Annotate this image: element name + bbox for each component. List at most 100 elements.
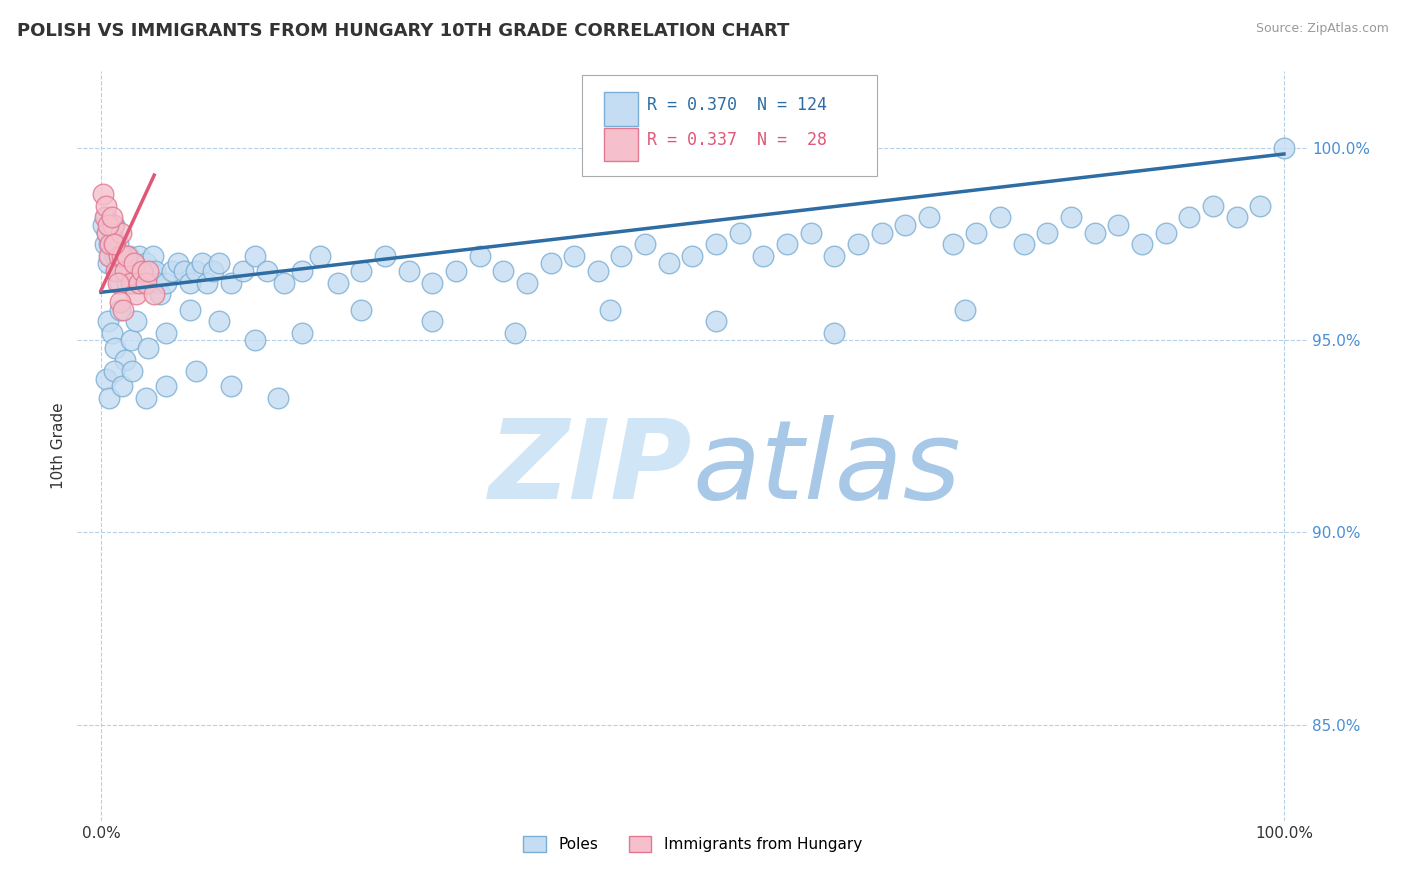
Point bbox=[104, 249, 127, 263]
Legend: Poles, Immigrants from Hungary: Poles, Immigrants from Hungary bbox=[517, 830, 868, 858]
Point bbox=[96, 226, 118, 240]
Point bbox=[243, 249, 266, 263]
Point bbox=[111, 379, 134, 393]
Point bbox=[503, 326, 526, 340]
Point bbox=[97, 256, 120, 270]
Point bbox=[100, 249, 122, 263]
Point bbox=[115, 276, 138, 290]
Point bbox=[202, 264, 225, 278]
Point bbox=[184, 264, 207, 278]
Point bbox=[658, 256, 681, 270]
Point bbox=[540, 256, 562, 270]
Text: R = 0.370  N = 124: R = 0.370 N = 124 bbox=[647, 96, 827, 114]
Point bbox=[101, 237, 124, 252]
Point bbox=[121, 364, 143, 378]
Point bbox=[179, 302, 201, 317]
Point bbox=[1272, 141, 1295, 155]
Point bbox=[112, 302, 135, 317]
Point bbox=[160, 264, 183, 278]
Point bbox=[1202, 199, 1225, 213]
Point bbox=[155, 276, 177, 290]
Point bbox=[610, 249, 633, 263]
FancyBboxPatch shape bbox=[605, 93, 638, 126]
Point bbox=[107, 237, 129, 252]
Point bbox=[953, 302, 976, 317]
Point bbox=[704, 237, 727, 252]
Point bbox=[208, 314, 231, 328]
Text: POLISH VS IMMIGRANTS FROM HUNGARY 10TH GRADE CORRELATION CHART: POLISH VS IMMIGRANTS FROM HUNGARY 10TH G… bbox=[17, 22, 789, 40]
Point bbox=[420, 276, 443, 290]
Point bbox=[728, 226, 751, 240]
Point bbox=[267, 391, 290, 405]
Point bbox=[420, 314, 443, 328]
Point bbox=[100, 226, 122, 240]
Point bbox=[634, 237, 657, 252]
Point bbox=[350, 264, 373, 278]
Text: R = 0.337  N =  28: R = 0.337 N = 28 bbox=[647, 131, 827, 149]
Point bbox=[118, 249, 141, 263]
Point bbox=[135, 276, 157, 290]
Point bbox=[870, 226, 893, 240]
Point bbox=[129, 264, 152, 278]
Point bbox=[1154, 226, 1177, 240]
Point bbox=[103, 218, 125, 232]
Point bbox=[682, 249, 704, 263]
Point bbox=[108, 302, 131, 317]
Point bbox=[291, 326, 314, 340]
Y-axis label: 10th Grade: 10th Grade bbox=[51, 402, 66, 490]
Point bbox=[97, 218, 120, 232]
Point bbox=[776, 237, 799, 252]
Point bbox=[114, 256, 136, 270]
Point bbox=[184, 364, 207, 378]
Point bbox=[167, 256, 190, 270]
Point bbox=[1060, 211, 1083, 225]
Point bbox=[120, 334, 142, 348]
Point bbox=[93, 211, 115, 225]
Point bbox=[155, 326, 177, 340]
Point bbox=[1249, 199, 1271, 213]
Point bbox=[586, 264, 609, 278]
Point bbox=[918, 211, 941, 225]
Point bbox=[100, 326, 122, 340]
Point bbox=[800, 226, 823, 240]
Point bbox=[104, 341, 127, 355]
Point bbox=[155, 379, 177, 393]
Point bbox=[823, 326, 845, 340]
Point bbox=[208, 256, 231, 270]
Point bbox=[256, 264, 278, 278]
Point bbox=[131, 264, 153, 278]
Text: atlas: atlas bbox=[693, 415, 962, 522]
Point bbox=[128, 249, 150, 263]
Point bbox=[139, 264, 162, 278]
Point bbox=[120, 264, 142, 278]
Point bbox=[111, 249, 134, 263]
Point bbox=[128, 276, 150, 290]
Point bbox=[107, 249, 129, 263]
Point bbox=[122, 276, 145, 290]
Point bbox=[135, 256, 157, 270]
Point bbox=[232, 264, 254, 278]
Point bbox=[1012, 237, 1035, 252]
Point bbox=[115, 249, 138, 263]
Point bbox=[197, 276, 219, 290]
Point bbox=[823, 249, 845, 263]
Point bbox=[1130, 237, 1153, 252]
Point bbox=[752, 249, 775, 263]
Point bbox=[121, 276, 143, 290]
Point bbox=[122, 256, 145, 270]
Point bbox=[111, 264, 134, 278]
Point bbox=[103, 237, 125, 252]
Point bbox=[100, 237, 122, 252]
Point bbox=[190, 256, 212, 270]
Point bbox=[93, 237, 115, 252]
Point bbox=[103, 364, 125, 378]
Point bbox=[98, 249, 121, 263]
Point bbox=[107, 276, 129, 290]
Point bbox=[562, 249, 585, 263]
Point bbox=[149, 287, 172, 301]
Point bbox=[846, 237, 869, 252]
Point bbox=[125, 264, 148, 278]
Point bbox=[145, 264, 167, 278]
Point bbox=[704, 314, 727, 328]
Point bbox=[1226, 211, 1249, 225]
